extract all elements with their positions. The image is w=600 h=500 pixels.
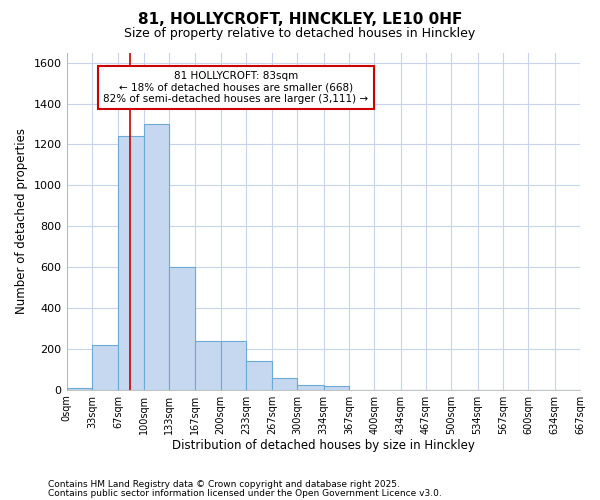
Bar: [323, 386, 349, 390]
Text: Contains HM Land Registry data © Crown copyright and database right 2025.: Contains HM Land Registry data © Crown c…: [48, 480, 400, 489]
Bar: [272, 378, 298, 390]
Bar: [246, 361, 272, 390]
Bar: [92, 344, 118, 390]
Y-axis label: Number of detached properties: Number of detached properties: [15, 128, 28, 314]
Bar: [169, 267, 195, 390]
Bar: [143, 124, 169, 390]
Text: 81 HOLLYCROFT: 83sqm
← 18% of detached houses are smaller (668)
82% of semi-deta: 81 HOLLYCROFT: 83sqm ← 18% of detached h…: [103, 71, 368, 104]
Bar: [298, 384, 323, 390]
Text: 81, HOLLYCROFT, HINCKLEY, LE10 0HF: 81, HOLLYCROFT, HINCKLEY, LE10 0HF: [138, 12, 462, 28]
Bar: [67, 388, 92, 390]
Bar: [195, 340, 221, 390]
X-axis label: Distribution of detached houses by size in Hinckley: Distribution of detached houses by size …: [172, 440, 475, 452]
Text: Size of property relative to detached houses in Hinckley: Size of property relative to detached ho…: [124, 28, 476, 40]
Bar: [118, 136, 143, 390]
Bar: [221, 340, 246, 390]
Text: Contains public sector information licensed under the Open Government Licence v3: Contains public sector information licen…: [48, 488, 442, 498]
